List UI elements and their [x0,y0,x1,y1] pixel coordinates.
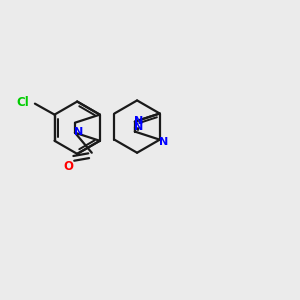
Text: N: N [159,137,168,147]
Text: Cl: Cl [17,96,30,109]
Text: N: N [134,116,144,126]
Text: O: O [63,160,73,173]
Text: N: N [134,122,143,132]
Text: N: N [74,127,83,137]
